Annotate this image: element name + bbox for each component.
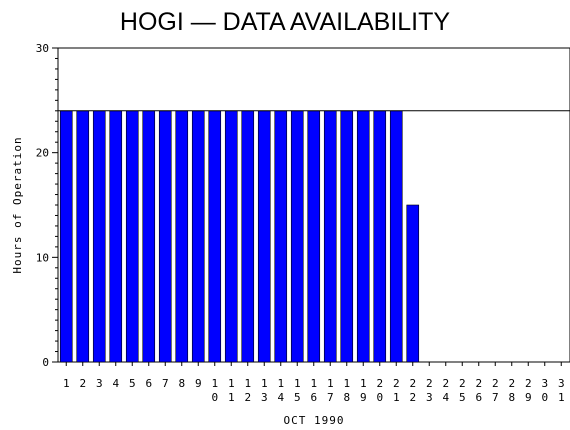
- y-tick-label: 30: [36, 42, 49, 55]
- bar-day-6: [142, 110, 156, 363]
- x-tick-label: 5: [129, 377, 136, 390]
- x-tick-label: 8: [178, 377, 185, 390]
- bar-day-13: [257, 110, 271, 363]
- bar-day-11: [224, 110, 238, 363]
- bar-day-21: [389, 110, 403, 363]
- bar-day-7: [158, 110, 172, 363]
- x-tick-label: 6: [145, 377, 152, 390]
- bar-day-12: [241, 110, 255, 363]
- bar-day-1: [59, 110, 73, 363]
- x-axis: 1 2 3 4 5 6 7 8 9 1 01 11 21 31 41 51 61 71 81 92 02 12 22 32 42…: [63, 362, 565, 404]
- x-tick-label: 4: [112, 377, 119, 390]
- bar-day-3: [92, 110, 106, 363]
- y-axis-label: Hours of Operation: [11, 136, 24, 273]
- bar-day-22: [406, 204, 420, 363]
- bar-day-2: [76, 110, 90, 363]
- x-tick-label: 9: [195, 377, 202, 390]
- y-axis: 0 10 20 30: [36, 42, 58, 369]
- bar-day-5: [125, 110, 139, 363]
- bar-day-17: [323, 110, 337, 363]
- bars-group: [59, 110, 420, 363]
- x-tick-label: 3: [96, 377, 103, 390]
- bar-day-14: [274, 110, 288, 363]
- y-tick-label: 10: [36, 251, 49, 264]
- bar-day-18: [340, 110, 354, 363]
- bar-day-8: [175, 110, 189, 363]
- y-tick-label: 20: [36, 147, 49, 160]
- bar-day-16: [307, 110, 321, 363]
- bar-day-20: [373, 110, 387, 363]
- x-axis-label: OCT 1990: [284, 414, 345, 427]
- bar-day-10: [208, 110, 222, 363]
- x-tick-label: 1: [63, 377, 70, 390]
- bar-day-15: [290, 110, 304, 363]
- x-tick-label: 7: [162, 377, 169, 390]
- bar-day-9: [191, 110, 205, 363]
- y-tick-label: 0: [42, 356, 49, 369]
- chart-title: HOGI — DATA AVAILABILITY: [120, 8, 451, 36]
- bar-day-19: [356, 110, 370, 363]
- bar-day-4: [109, 110, 123, 363]
- x-tick-label: 2: [79, 377, 86, 390]
